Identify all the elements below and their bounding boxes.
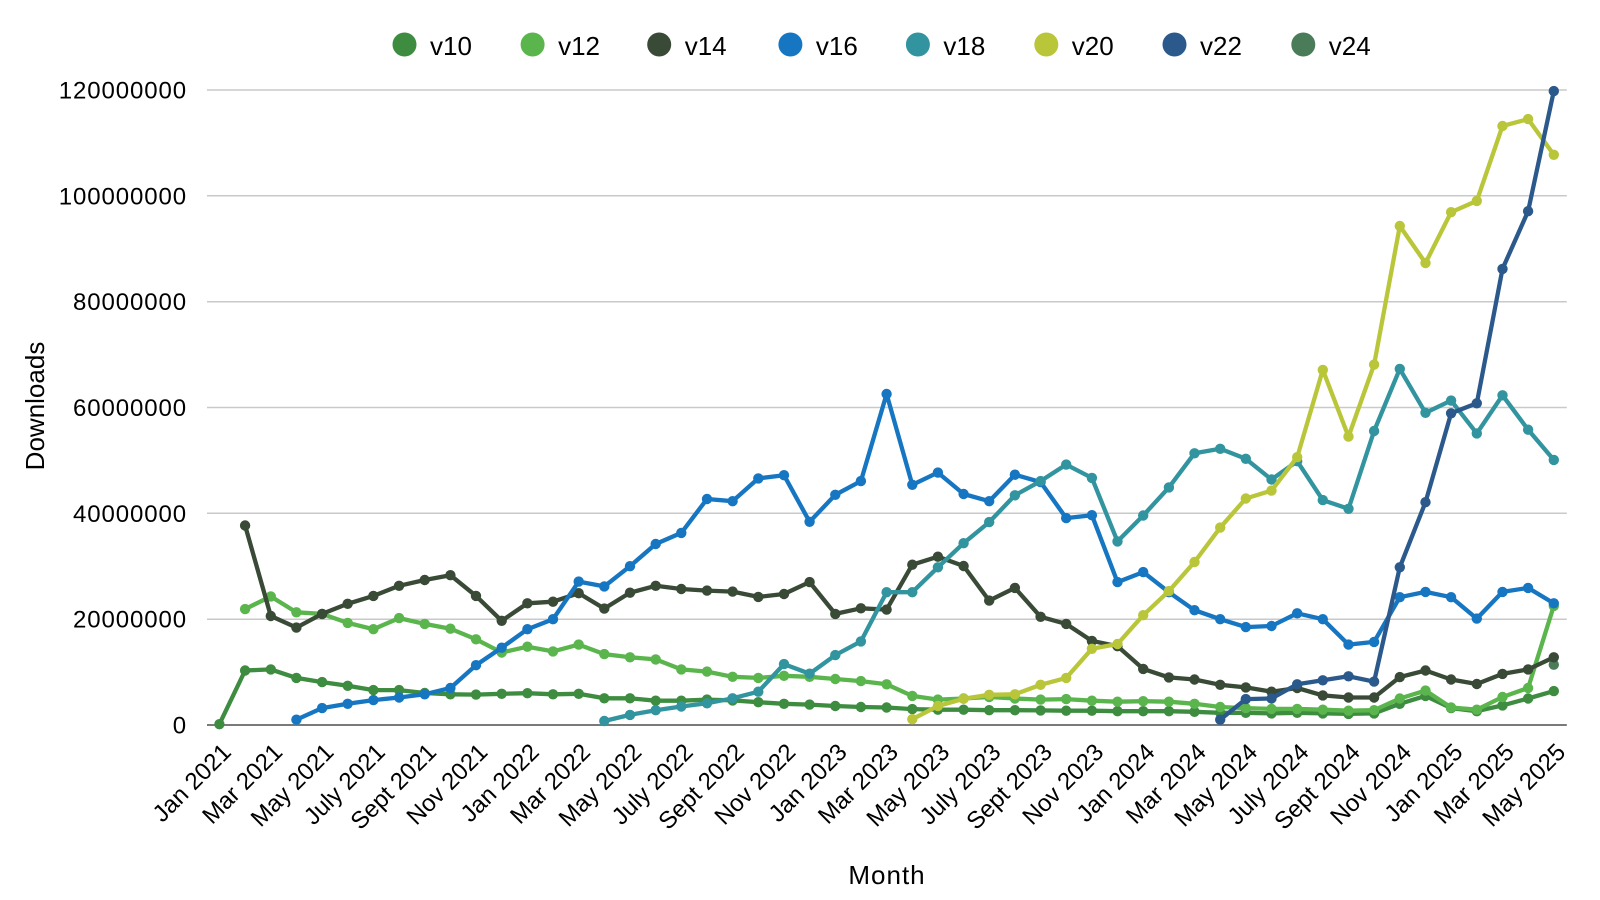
- svg-text:Downloads: Downloads: [20, 342, 50, 471]
- svg-text:v18: v18: [943, 31, 985, 61]
- svg-text:v14: v14: [685, 31, 727, 61]
- svg-text:v20: v20: [1072, 31, 1114, 61]
- svg-text:80000000: 80000000: [73, 289, 187, 316]
- svg-text:v12: v12: [558, 31, 600, 61]
- svg-text:v16: v16: [816, 31, 858, 61]
- svg-text:Month: Month: [848, 860, 925, 890]
- svg-text:120000000: 120000000: [59, 78, 187, 105]
- svg-text:100000000: 100000000: [59, 183, 187, 210]
- svg-text:v10: v10: [430, 31, 472, 61]
- svg-text:60000000: 60000000: [73, 395, 187, 422]
- svg-text:v24: v24: [1329, 31, 1371, 61]
- svg-text:0: 0: [173, 713, 187, 740]
- svg-text:20000000: 20000000: [73, 607, 187, 634]
- svg-text:40000000: 40000000: [73, 501, 187, 528]
- svg-text:v22: v22: [1200, 31, 1242, 61]
